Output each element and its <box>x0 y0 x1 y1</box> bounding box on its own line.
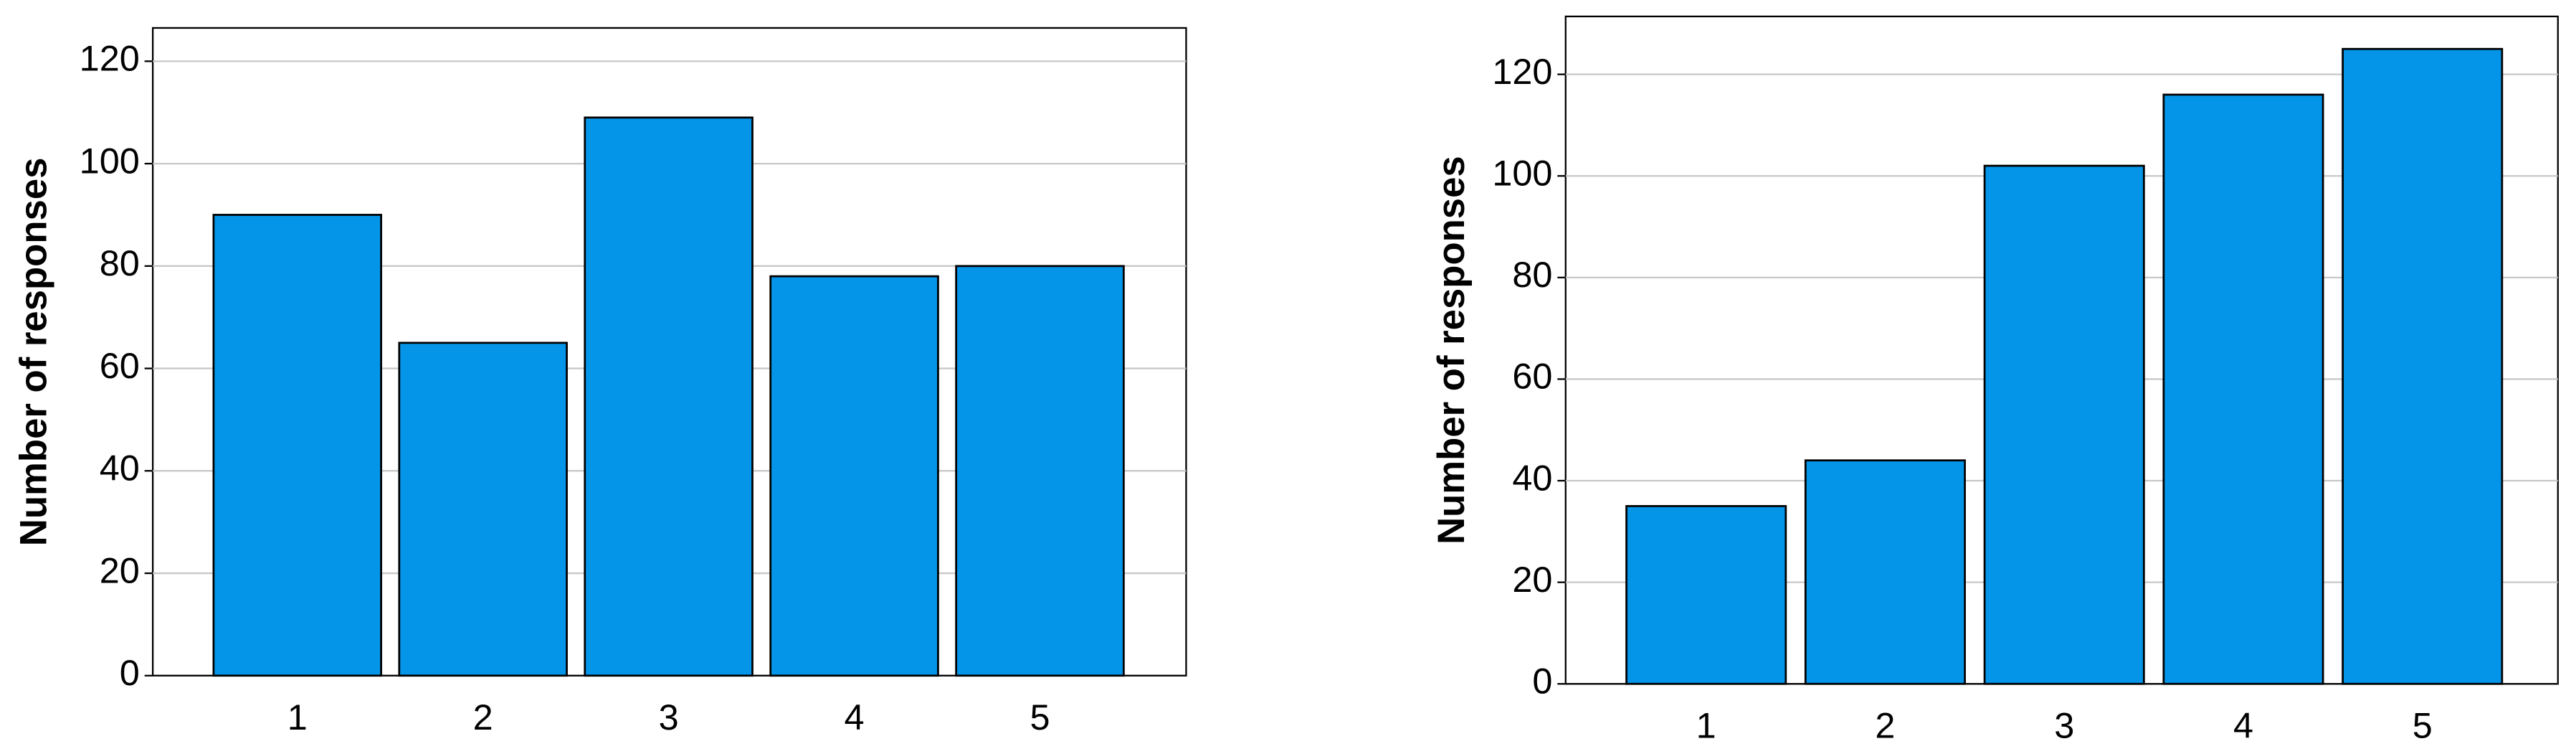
y-tick-label: 120 <box>1492 51 1552 92</box>
bar <box>1625 505 1787 685</box>
bar <box>1983 164 2145 685</box>
x-tick-label: 3 <box>2054 704 2074 745</box>
bar <box>584 116 754 677</box>
y-tick-label: 0 <box>1532 661 1552 702</box>
x-tick-label: 1 <box>1696 704 1716 745</box>
y-axis-label: Number of responses <box>1430 156 1473 545</box>
x-tick-label: 5 <box>2413 704 2433 745</box>
bar <box>769 275 939 677</box>
y-tick-label: 60 <box>1512 356 1552 397</box>
bar <box>2342 47 2504 685</box>
x-tick-label: 4 <box>2233 704 2253 745</box>
x-tick-label: 5 <box>1030 697 1050 737</box>
x-tick-label: 2 <box>1875 704 1895 745</box>
y-tick-label: 20 <box>100 550 140 590</box>
x-tick-label: 2 <box>473 697 493 737</box>
x-tick-label: 1 <box>287 697 308 737</box>
y-tick-label: 100 <box>80 140 140 181</box>
bar <box>1804 459 1966 685</box>
bar <box>398 341 568 677</box>
x-tick-label: 3 <box>659 697 679 737</box>
y-axis-label: Number of responses <box>12 158 54 547</box>
bar <box>212 214 382 677</box>
y-tick-label: 100 <box>1492 153 1552 194</box>
y-tick-label: 40 <box>100 448 140 489</box>
y-tick-label: 120 <box>80 38 140 79</box>
y-tick-label: 0 <box>120 652 140 693</box>
y-tick-label: 20 <box>1512 559 1552 600</box>
y-tick-label: 80 <box>100 242 140 283</box>
y-tick-label: 80 <box>1512 254 1552 295</box>
y-tick-label: 60 <box>100 345 140 386</box>
x-tick-label: 4 <box>845 697 865 737</box>
y-tick-label: 40 <box>1512 457 1552 498</box>
bar <box>955 265 1125 677</box>
bar <box>2162 93 2324 685</box>
